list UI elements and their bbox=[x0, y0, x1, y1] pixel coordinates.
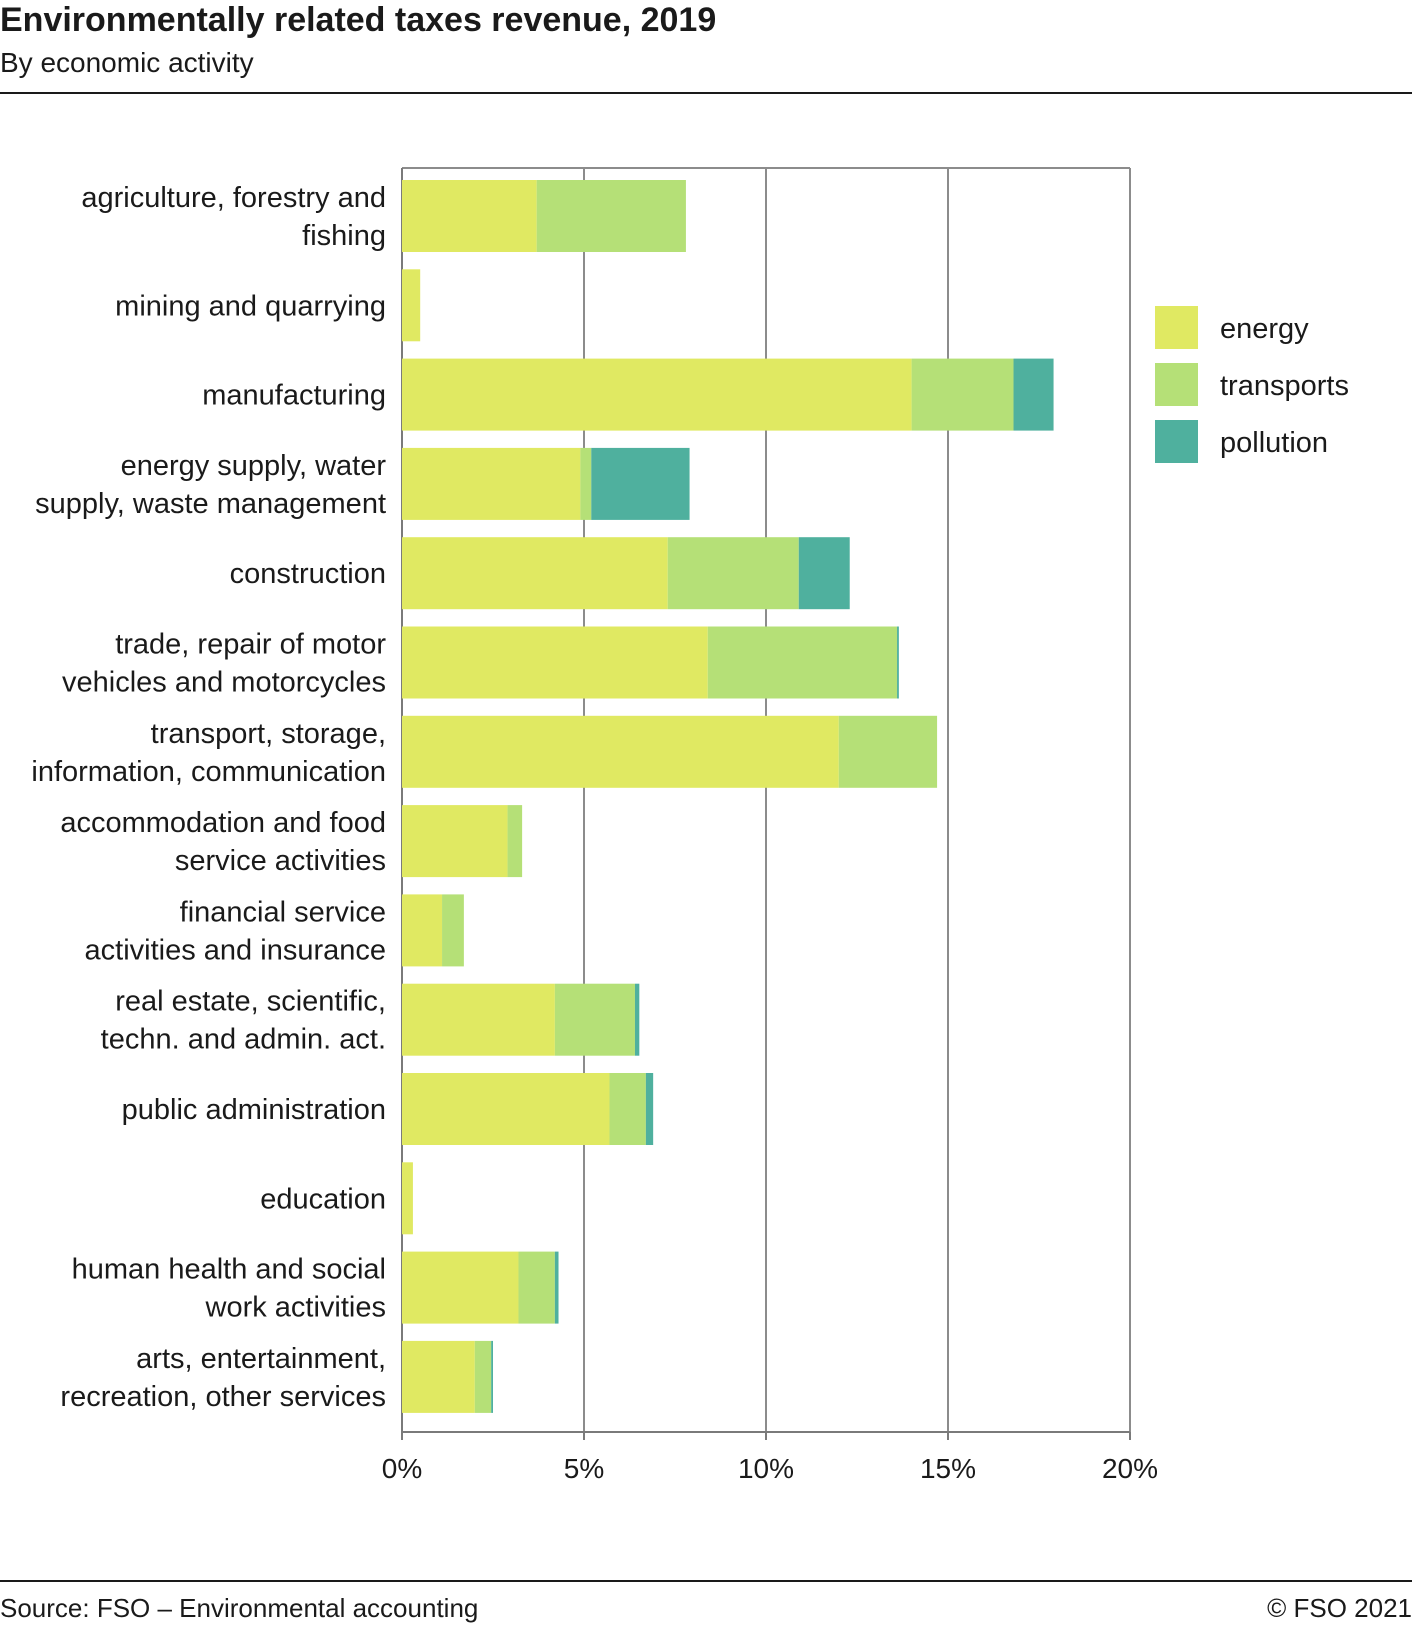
category-label: education bbox=[260, 1183, 386, 1215]
category-label: recreation, other services bbox=[60, 1381, 386, 1413]
bar-segment-transports bbox=[838, 715, 938, 788]
bar-segment-transports bbox=[507, 805, 523, 878]
bar-segment-transports bbox=[911, 358, 1014, 431]
category-label: manufacturing bbox=[202, 380, 386, 412]
category-label: human health and social bbox=[72, 1254, 386, 1286]
legend-swatch-pollution bbox=[1155, 420, 1198, 463]
bar-segment-energy bbox=[402, 626, 708, 699]
bar-segment-energy bbox=[402, 1073, 610, 1145]
bar-segment-pollution bbox=[634, 983, 640, 1056]
bar-segment-transports bbox=[554, 983, 635, 1056]
category-label: activities and insurance bbox=[85, 934, 386, 966]
bar-segment-energy bbox=[402, 537, 668, 610]
bar-segment-pollution bbox=[554, 1251, 559, 1324]
bar-segment-energy bbox=[402, 180, 537, 252]
bar-segment-energy bbox=[402, 447, 581, 520]
legend-label-energy: energy bbox=[1220, 313, 1309, 345]
category-label: transport, storage, bbox=[151, 718, 386, 750]
category-label: vehicles and motorcycles bbox=[62, 667, 386, 699]
bar-segment-energy bbox=[402, 983, 555, 1056]
category-label: accommodation and food bbox=[60, 807, 386, 839]
category-labels: agriculture, forestry and fishing mining a… bbox=[31, 182, 386, 1413]
bar-segment-energy bbox=[402, 1162, 413, 1235]
category-label: service activities bbox=[175, 845, 386, 877]
legend-label-transports: transports bbox=[1220, 370, 1349, 402]
x-tick-label: 20% bbox=[1102, 1453, 1158, 1484]
bar-segment-pollution bbox=[591, 447, 690, 520]
grid-lines bbox=[401, 167, 1131, 1433]
chart-subtitle: By economic activity bbox=[0, 47, 254, 78]
bar-segment-pollution bbox=[645, 1073, 654, 1145]
category-label: information, communication bbox=[31, 756, 386, 788]
category-label: mining and quarrying bbox=[115, 290, 386, 322]
bar-segment-energy bbox=[402, 715, 839, 788]
bar-segment-transports bbox=[518, 1251, 555, 1324]
category-label: construction bbox=[230, 558, 386, 590]
category-label: arts, entertainment, bbox=[136, 1343, 386, 1375]
bar-segment-pollution bbox=[897, 626, 899, 699]
category-label: agriculture, forestry and bbox=[81, 182, 386, 214]
category-label: supply, waste management bbox=[35, 488, 386, 520]
category-label: fishing bbox=[302, 220, 386, 252]
bar-segment-pollution bbox=[798, 537, 850, 610]
chart-title: Environmentally related taxes revenue, 2… bbox=[0, 1, 717, 39]
category-label: trade, repair of motor bbox=[115, 629, 386, 661]
bar-segment-energy bbox=[402, 805, 508, 878]
bar-segment-pollution bbox=[1013, 358, 1054, 431]
source-note: Source: FSO – Environmental accounting bbox=[0, 1593, 479, 1623]
bar-segment-transports bbox=[442, 894, 464, 967]
bar-segment-energy bbox=[402, 358, 912, 431]
x-tick-label: 15% bbox=[920, 1453, 976, 1484]
category-label: public administration bbox=[122, 1094, 386, 1126]
x-axis-ticks: 0% 5% 10% 15% 20% bbox=[382, 1432, 1158, 1484]
bar-segment-energy bbox=[402, 1340, 475, 1413]
bar-segment-energy bbox=[402, 894, 443, 967]
bar-segment-transports bbox=[536, 180, 686, 252]
category-label: work activities bbox=[205, 1292, 387, 1324]
bar-segment-transports bbox=[609, 1073, 646, 1145]
x-tick-label: 10% bbox=[738, 1453, 794, 1484]
bars bbox=[402, 180, 1054, 1413]
legend-label-pollution: pollution bbox=[1220, 427, 1328, 459]
bar-segment-pollution bbox=[491, 1340, 493, 1413]
bar-segment-transports bbox=[474, 1340, 492, 1413]
category-label: techn. and admin. act. bbox=[101, 1024, 386, 1056]
bottom-divider bbox=[0, 1580, 1412, 1582]
bar-segment-energy bbox=[402, 1251, 519, 1324]
bar-segment-transports bbox=[580, 447, 592, 520]
legend: energy transports pollution bbox=[1155, 306, 1349, 463]
bar-segment-transports bbox=[667, 537, 799, 610]
legend-swatch-transports bbox=[1155, 363, 1198, 406]
x-tick-label: 0% bbox=[382, 1453, 422, 1484]
copyright-note: © FSO 2021 bbox=[1267, 1593, 1412, 1623]
category-label: energy supply, water bbox=[121, 450, 387, 482]
bar-segment-energy bbox=[402, 269, 421, 342]
category-label: financial service bbox=[180, 896, 386, 928]
x-tick-label: 5% bbox=[564, 1453, 604, 1484]
bar-segment-transports bbox=[707, 626, 898, 699]
legend-swatch-energy bbox=[1155, 306, 1198, 349]
stacked-bar-chart: agriculture, forestry and fishing mining a… bbox=[31, 167, 1349, 1484]
top-divider bbox=[0, 92, 1412, 94]
category-label: real estate, scientific, bbox=[115, 986, 386, 1018]
